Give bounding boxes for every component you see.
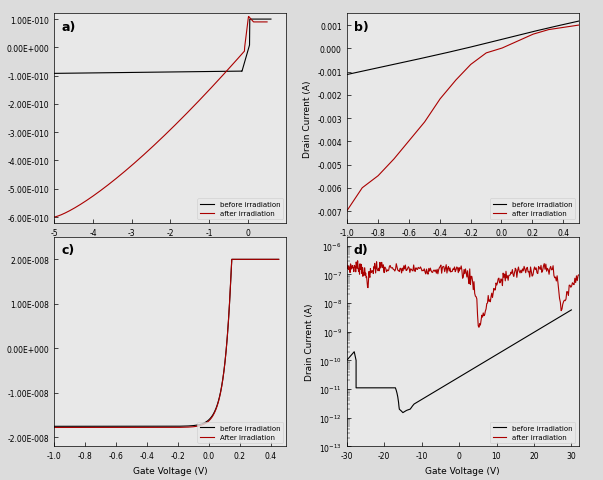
before irradiation: [384, 64, 391, 70]
After irradiation: [228, 257, 235, 263]
after irradiation: [448, 83, 455, 88]
before irradiation: [51, 72, 58, 77]
before irradiation: [480, 42, 487, 48]
before irradiation: [177, 70, 184, 75]
Y-axis label: Drain Current (A): Drain Current (A): [303, 80, 312, 157]
before irradiation: [343, 72, 350, 78]
X-axis label: Gate Voltage (V): Gate Voltage (V): [133, 466, 207, 475]
after irradiation: [522, 270, 529, 276]
Text: d): d): [354, 244, 368, 257]
before irradiation: [65, 423, 72, 429]
after irradiation: [180, 115, 187, 120]
Legend: before irradiation, After irradiation: before irradiation, After irradiation: [197, 422, 283, 443]
before irradiation: [221, 364, 228, 370]
After irradiation: [187, 424, 194, 430]
After irradiation: [181, 424, 188, 430]
after irradiation: [541, 267, 549, 273]
before irradiation: [551, 317, 558, 323]
before irradiation: [356, 385, 364, 391]
after irradiation: [343, 259, 350, 265]
after irradiation: [384, 163, 391, 169]
after irradiation: [234, 57, 241, 63]
after irradiation: [480, 53, 487, 59]
after irradiation: [264, 20, 271, 26]
before irradiation: [495, 351, 502, 357]
before irradiation: [399, 410, 406, 416]
before irradiation: [244, 257, 251, 263]
X-axis label: Gate Voltage (V): Gate Voltage (V): [133, 242, 207, 252]
before irradiation: [518, 33, 525, 38]
After irradiation: [221, 364, 228, 370]
After irradiation: [65, 425, 72, 431]
before irradiation: [575, 19, 582, 25]
after irradiation: [475, 324, 482, 330]
before irradiation: [343, 358, 350, 363]
before irradiation: [194, 422, 201, 428]
before irradiation: [267, 17, 274, 23]
after irradiation: [367, 266, 374, 272]
Line: before irradiation: before irradiation: [347, 310, 572, 413]
Text: a): a): [62, 21, 75, 34]
after irradiation: [575, 23, 582, 29]
before irradiation: [187, 423, 194, 429]
before irradiation: [400, 409, 407, 415]
Legend: before irradiation, after irradiation: before irradiation, after irradiation: [490, 199, 575, 220]
after irradiation: [186, 108, 194, 114]
before irradiation: [568, 307, 575, 313]
Y-axis label: Drain Current (A): Drain Current (A): [0, 303, 1, 381]
before irradiation: [246, 17, 253, 23]
after irradiation: [354, 258, 361, 264]
before irradiation: [406, 407, 413, 412]
before irradiation: [64, 71, 71, 77]
before irradiation: [181, 423, 188, 429]
after irradiation: [245, 14, 252, 20]
After irradiation: [194, 423, 201, 429]
X-axis label: Gate Voltage (V): Gate Voltage (V): [426, 242, 500, 252]
before irradiation: [516, 338, 523, 344]
after irradiation: [64, 210, 71, 216]
before irradiation: [403, 60, 410, 65]
Y-axis label: Drain Current (A): Drain Current (A): [0, 80, 1, 157]
before irradiation: [228, 257, 235, 263]
after irradiation: [403, 142, 410, 147]
before irradiation: [189, 70, 196, 75]
Line: after irradiation: after irradiation: [54, 17, 267, 217]
Text: b): b): [354, 21, 368, 34]
before irradiation: [51, 423, 58, 429]
After irradiation: [244, 257, 251, 263]
After irradiation: [51, 425, 58, 431]
before irradiation: [182, 70, 189, 75]
after irradiation: [575, 272, 582, 278]
Line: before irradiation: before irradiation: [54, 20, 271, 74]
Line: After irradiation: After irradiation: [54, 260, 279, 428]
before irradiation: [275, 257, 282, 263]
Line: after irradiation: after irradiation: [347, 261, 579, 327]
Legend: before irradiation, after irradiation: before irradiation, after irradiation: [197, 199, 283, 220]
Line: before irradiation: before irradiation: [54, 260, 279, 426]
before irradiation: [498, 37, 505, 43]
after irradiation: [343, 209, 350, 215]
after irradiation: [498, 46, 505, 52]
After irradiation: [275, 257, 282, 263]
before irradiation: [215, 70, 223, 75]
Legend: before irradiation, after irradiation: before irradiation, after irradiation: [490, 422, 575, 443]
Line: after irradiation: after irradiation: [347, 26, 579, 212]
after irradiation: [51, 215, 58, 220]
Text: c): c): [62, 244, 75, 257]
after irradiation: [174, 120, 182, 126]
after irradiation: [518, 37, 525, 43]
after irradiation: [528, 269, 535, 275]
Line: before irradiation: before irradiation: [347, 22, 579, 75]
Y-axis label: Drain Current (A): Drain Current (A): [305, 303, 314, 381]
after irradiation: [474, 312, 481, 318]
before irradiation: [448, 49, 455, 55]
X-axis label: Gate Voltage (V): Gate Voltage (V): [426, 466, 500, 475]
after irradiation: [373, 265, 380, 271]
after irradiation: [212, 81, 219, 87]
before irradiation: [237, 69, 244, 75]
